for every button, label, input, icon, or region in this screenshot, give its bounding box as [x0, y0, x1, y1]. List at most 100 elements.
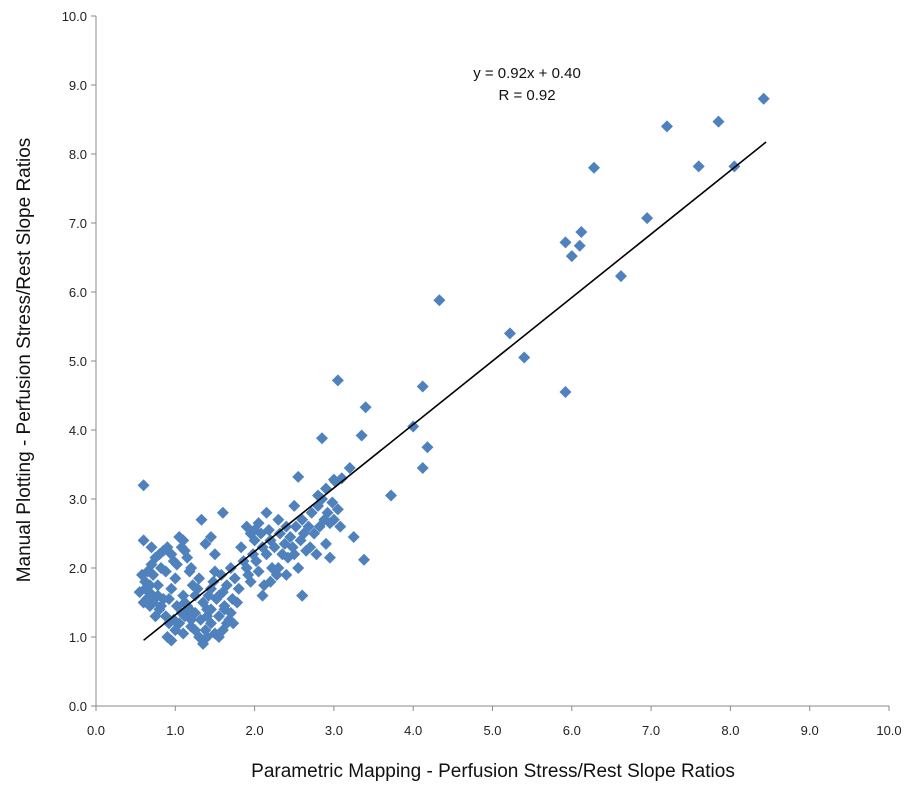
data-point — [262, 524, 275, 537]
data-point — [145, 558, 158, 571]
x-tick-label: 10.0 — [876, 723, 901, 738]
data-point — [159, 565, 172, 578]
data-point — [268, 541, 281, 554]
x-tick-label: 8.0 — [721, 723, 739, 738]
data-point — [641, 212, 654, 225]
data-point — [327, 473, 340, 486]
data-point — [260, 506, 273, 519]
data-points — [133, 92, 770, 650]
y-tick-label: 6.0 — [69, 285, 87, 300]
data-point — [334, 520, 347, 533]
data-point — [201, 631, 214, 643]
data-point — [195, 513, 208, 526]
x-tick-label: 1.0 — [166, 723, 184, 738]
data-point — [323, 551, 336, 564]
y-tick-label: 2.0 — [69, 561, 87, 576]
data-point — [284, 530, 297, 543]
r-value-annotation: R = 0.92 — [498, 87, 555, 104]
data-point — [212, 589, 225, 602]
data-point — [264, 575, 277, 588]
data-point — [177, 627, 190, 640]
y-tick-label: 8.0 — [69, 147, 87, 162]
data-point — [204, 530, 217, 543]
data-point — [137, 534, 150, 547]
data-point — [151, 579, 164, 592]
data-point — [244, 527, 257, 540]
data-point — [244, 575, 257, 588]
data-point — [407, 420, 420, 433]
tick-labels: 0.0 1.0 2.0 3.0 4.0 5.0 6.0 7.0 8.0 9.0 10.0 0.0 1.0… — [62, 9, 902, 738]
data-point — [327, 513, 340, 526]
data-point — [712, 115, 725, 128]
data-point — [343, 461, 356, 474]
data-point — [692, 160, 705, 173]
data-point — [575, 225, 588, 238]
data-point — [559, 236, 572, 249]
y-tick-label: 1.0 — [69, 630, 87, 645]
y-tick-label: 9.0 — [69, 78, 87, 93]
data-point — [302, 520, 315, 533]
data-point — [228, 572, 241, 585]
y-tick-label: 7.0 — [69, 216, 87, 231]
data-point — [204, 582, 217, 595]
data-point — [573, 239, 586, 252]
data-point — [232, 582, 245, 595]
data-point — [273, 527, 286, 540]
x-tick-label: 6.0 — [563, 723, 581, 738]
y-tick-label: 10.0 — [62, 9, 87, 24]
data-point — [260, 548, 273, 561]
data-point — [220, 579, 233, 592]
equation-annotation: y = 0.92x + 0.40 — [473, 65, 581, 82]
data-point — [133, 586, 146, 599]
data-point — [185, 562, 198, 574]
data-point — [288, 499, 301, 512]
data-point — [757, 92, 770, 105]
data-point — [289, 520, 302, 533]
data-point — [165, 548, 178, 561]
data-point — [208, 548, 221, 561]
data-point — [218, 599, 231, 612]
data-point — [433, 294, 446, 307]
data-point — [503, 327, 516, 340]
data-point — [191, 582, 204, 595]
y-tick-label: 0.0 — [69, 699, 87, 714]
data-point — [518, 351, 531, 364]
data-point — [292, 470, 305, 483]
y-tick-label: 3.0 — [69, 492, 87, 507]
data-point — [335, 472, 348, 485]
data-point — [316, 432, 329, 445]
data-point — [304, 541, 317, 554]
data-point — [288, 548, 301, 561]
data-point — [321, 506, 334, 519]
data-point — [355, 429, 368, 442]
y-axis-title: Manual Plotting - Perfusion Stress/Rest … — [14, 138, 35, 583]
data-point — [177, 534, 190, 547]
data-point — [359, 401, 372, 414]
axes — [91, 15, 890, 711]
data-point — [250, 555, 263, 568]
data-point — [165, 582, 178, 595]
y-tick-label: 4.0 — [69, 423, 87, 438]
data-point — [204, 603, 217, 616]
data-point — [565, 250, 578, 263]
data-point — [185, 613, 198, 626]
data-point — [212, 631, 225, 643]
data-point — [169, 572, 182, 585]
x-tick-label: 4.0 — [404, 723, 422, 738]
data-point — [235, 541, 248, 554]
x-tick-label: 3.0 — [325, 723, 343, 738]
data-point — [256, 589, 269, 602]
x-tick-label: 0.0 — [87, 723, 105, 738]
data-point — [193, 572, 206, 585]
trendline-group — [143, 141, 767, 641]
x-tick-label: 5.0 — [483, 723, 501, 738]
data-point — [331, 503, 344, 516]
data-point — [224, 562, 237, 574]
data-point — [208, 565, 221, 578]
data-point — [140, 593, 153, 606]
data-point — [212, 610, 225, 623]
data-point — [308, 527, 321, 540]
data-point — [660, 120, 673, 133]
data-point — [145, 541, 158, 554]
